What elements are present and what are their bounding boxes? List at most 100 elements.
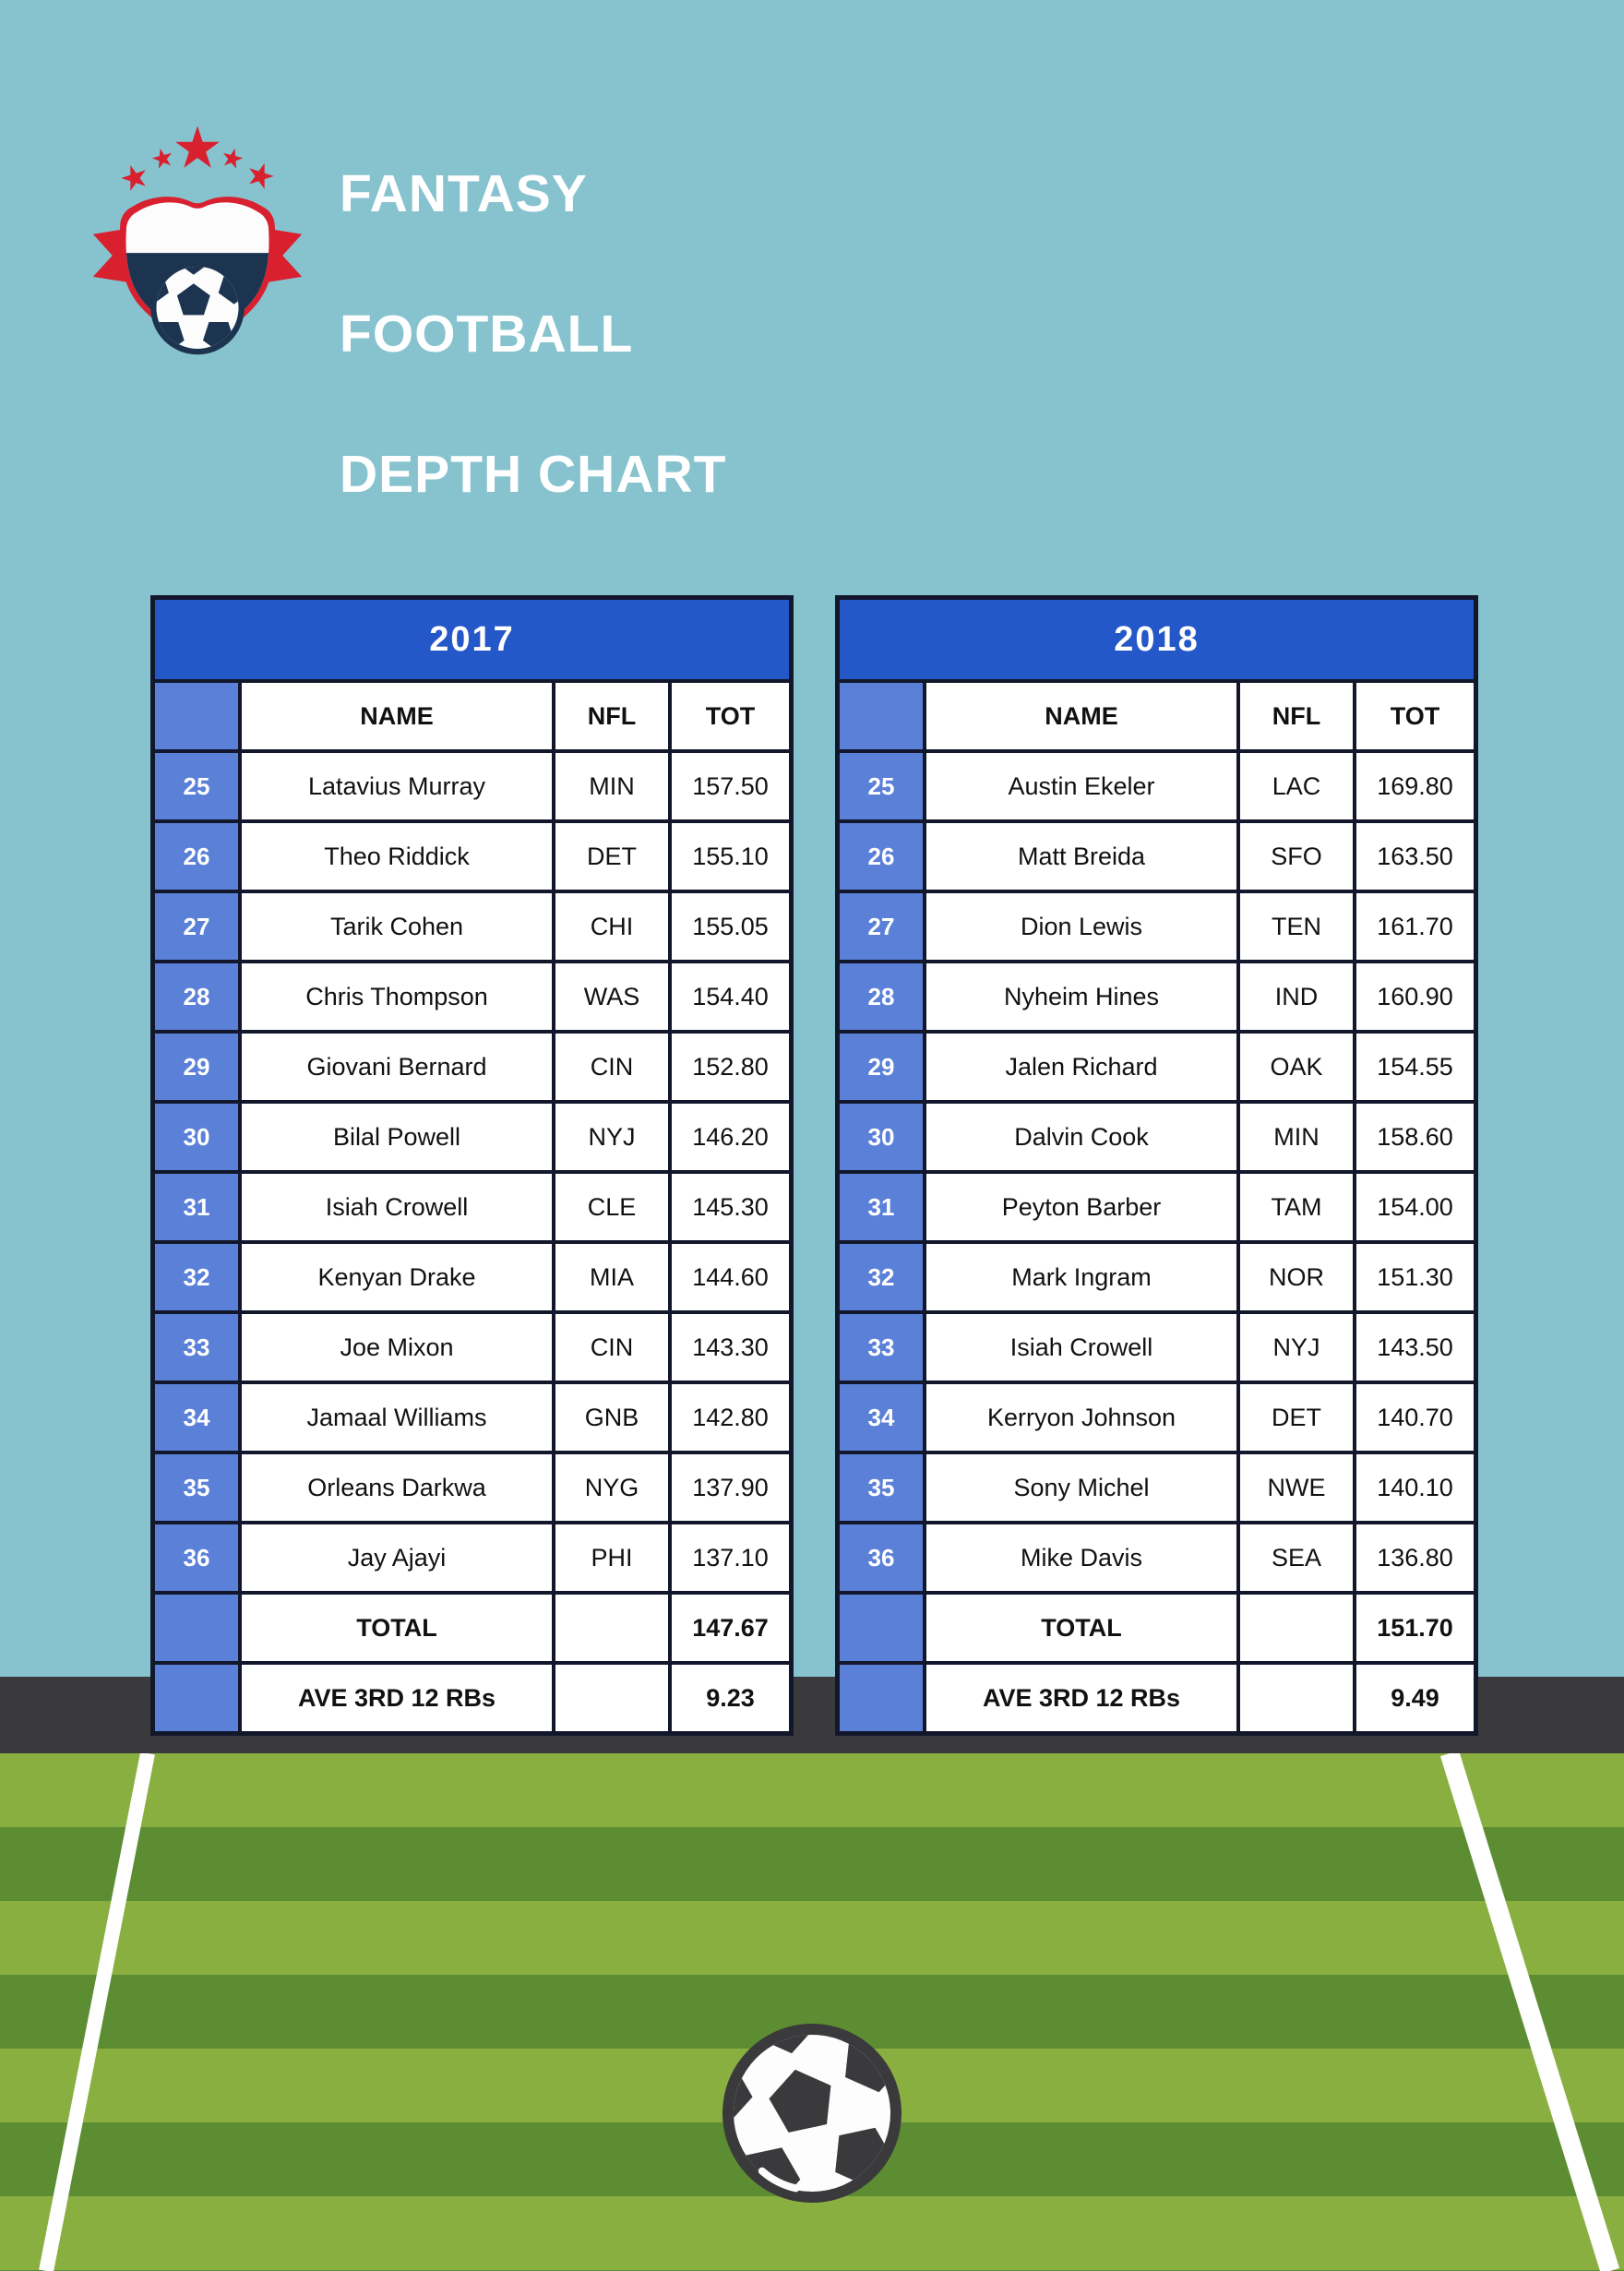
rank-cell: 35: [155, 1454, 238, 1521]
rank-cell: 30: [155, 1104, 238, 1170]
player-name-cell: Mark Ingram: [926, 1244, 1236, 1310]
tot-points-cell: 142.80: [672, 1384, 789, 1451]
rank-cell: 30: [840, 1104, 923, 1170]
rank-cell: 28: [840, 963, 923, 1030]
nfl-team-cell: TEN: [1240, 893, 1353, 960]
player-name-cell: Peyton Barber: [926, 1174, 1236, 1240]
nfl-team-cell: MIN: [1240, 1104, 1353, 1170]
player-name-cell: Theo Riddick: [242, 823, 552, 890]
nfl-team-cell: MIA: [555, 1244, 668, 1310]
title-line-3: DEPTH CHART: [340, 445, 727, 504]
rank-cell: 31: [155, 1174, 238, 1240]
summary-nfl-spacer: [1240, 1595, 1353, 1661]
page-title: FANTASY FOOTBALL DEPTH CHART: [340, 159, 727, 509]
player-name-cell: Bilal Powell: [242, 1104, 552, 1170]
name-column-header: NAME: [242, 683, 552, 749]
rank-cell: 29: [840, 1034, 923, 1100]
summary-nfl-spacer: [1240, 1665, 1353, 1731]
rank-cell: 35: [840, 1454, 923, 1521]
summary-rank-spacer: [840, 1595, 923, 1661]
rank-cell: 27: [155, 893, 238, 960]
left-sideline: [39, 1753, 155, 2271]
stars-arc: [121, 126, 274, 191]
summary-label-cell: TOTAL: [926, 1595, 1236, 1661]
tot-points-cell: 154.55: [1356, 1034, 1474, 1100]
player-name-cell: Matt Breida: [926, 823, 1236, 890]
player-name-cell: Jay Ajayi: [242, 1524, 552, 1591]
summary-rank-spacer: [155, 1595, 238, 1661]
title-line-1: FANTASY: [340, 164, 588, 223]
player-name-cell: Mike Davis: [926, 1524, 1236, 1591]
tot-points-cell: 163.50: [1356, 823, 1474, 890]
player-name-cell: Nyheim Hines: [926, 963, 1236, 1030]
nfl-team-cell: OAK: [1240, 1034, 1353, 1100]
summary-nfl-spacer: [555, 1595, 668, 1661]
rank-cell: 26: [155, 823, 238, 890]
rank-cell: 29: [155, 1034, 238, 1100]
nfl-team-cell: NYJ: [1240, 1314, 1353, 1381]
depth-table-2018: 2018 NAME NFL TOT 25 Austin Ekeler LAC 169.…: [835, 595, 1478, 1736]
player-name-cell: Kenyan Drake: [242, 1244, 552, 1310]
player-name-cell: Jalen Richard: [926, 1034, 1236, 1100]
rank-cell: 27: [840, 893, 923, 960]
tot-points-cell: 137.90: [672, 1454, 789, 1521]
nfl-team-cell: NWE: [1240, 1454, 1353, 1521]
tot-points-cell: 140.70: [1356, 1384, 1474, 1451]
tot-points-cell: 154.40: [672, 963, 789, 1030]
tot-points-cell: 145.30: [672, 1174, 789, 1240]
tot-points-cell: 160.90: [1356, 963, 1474, 1030]
player-name-cell: Dion Lewis: [926, 893, 1236, 960]
player-name-cell: Isiah Crowell: [242, 1174, 552, 1240]
rank-cell: 33: [155, 1314, 238, 1381]
summary-value-cell: 9.49: [1356, 1665, 1474, 1731]
nfl-team-cell: DET: [1240, 1384, 1353, 1451]
tot-points-cell: 151.30: [1356, 1244, 1474, 1310]
name-column-header: NAME: [926, 683, 1236, 749]
tot-points-cell: 137.10: [672, 1524, 789, 1591]
nfl-column-header: NFL: [1240, 683, 1353, 749]
rank-cell: 28: [155, 963, 238, 1030]
year-header: 2018: [840, 600, 1474, 679]
tot-points-cell: 144.60: [672, 1244, 789, 1310]
tot-points-cell: 143.50: [1356, 1314, 1474, 1381]
nfl-team-cell: SEA: [1240, 1524, 1353, 1591]
rank-cell: 32: [155, 1244, 238, 1310]
tot-points-cell: 157.50: [672, 753, 789, 819]
rank-cell: 34: [155, 1384, 238, 1451]
summary-value-cell: 147.67: [672, 1595, 789, 1661]
tot-points-cell: 155.10: [672, 823, 789, 890]
logo: [92, 126, 303, 355]
nfl-team-cell: WAS: [555, 963, 668, 1030]
nfl-team-cell: MIN: [555, 753, 668, 819]
soccer-ball-icon: [719, 2020, 904, 2206]
tot-points-cell: 146.20: [672, 1104, 789, 1170]
player-name-cell: Sony Michel: [926, 1454, 1236, 1521]
summary-value-cell: 9.23: [672, 1665, 789, 1731]
rank-cell: 26: [840, 823, 923, 890]
nfl-team-cell: CIN: [555, 1034, 668, 1100]
rank-cell: 25: [155, 753, 238, 819]
nfl-team-cell: DET: [555, 823, 668, 890]
summary-nfl-spacer: [555, 1665, 668, 1731]
nfl-team-cell: SFO: [1240, 823, 1353, 890]
summary-label-cell: AVE 3RD 12 RBs: [242, 1665, 552, 1731]
nfl-team-cell: NYG: [555, 1454, 668, 1521]
rank-cell: 31: [840, 1174, 923, 1240]
nfl-team-cell: LAC: [1240, 753, 1353, 819]
rank-cell: 25: [840, 753, 923, 819]
player-name-cell: Kerryon Johnson: [926, 1384, 1236, 1451]
right-sideline: [1439, 1753, 1620, 2271]
summary-rank-spacer: [155, 1665, 238, 1731]
player-name-cell: Chris Thompson: [242, 963, 552, 1030]
tot-points-cell: 154.00: [1356, 1174, 1474, 1240]
summary-label-cell: AVE 3RD 12 RBs: [926, 1665, 1236, 1731]
tot-column-header: TOT: [1356, 683, 1474, 749]
player-name-cell: Joe Mixon: [242, 1314, 552, 1381]
nfl-team-cell: PHI: [555, 1524, 668, 1591]
tot-points-cell: 158.60: [1356, 1104, 1474, 1170]
nfl-team-cell: GNB: [555, 1384, 668, 1451]
rank-cell: 32: [840, 1244, 923, 1310]
title-line-2: FOOTBALL: [340, 305, 634, 364]
tot-points-cell: 136.80: [1356, 1524, 1474, 1591]
